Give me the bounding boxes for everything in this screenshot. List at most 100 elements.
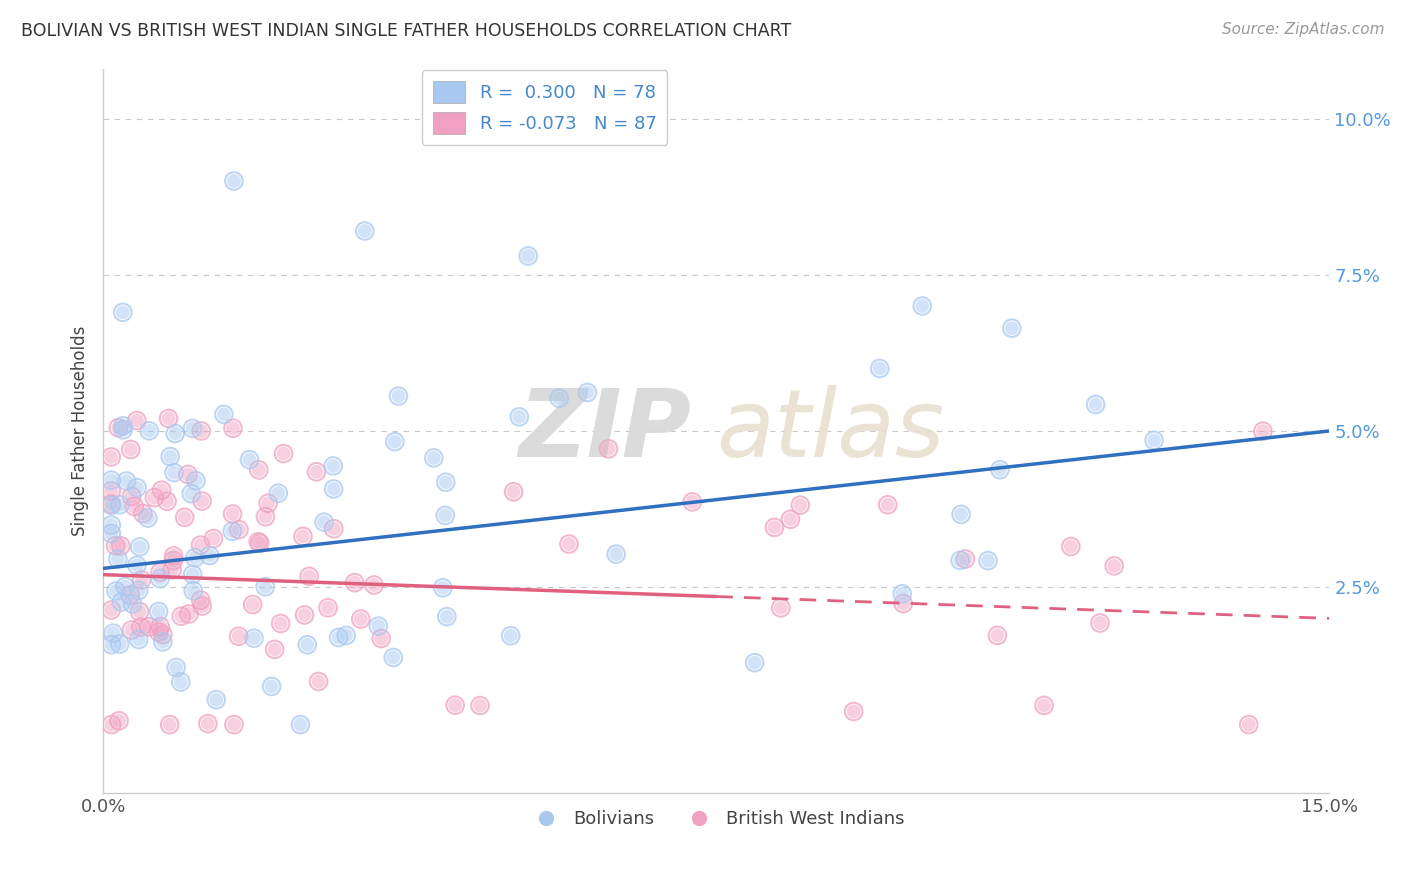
Point bbox=[891, 597, 914, 611]
Point bbox=[103, 626, 125, 640]
Point bbox=[190, 593, 212, 607]
Point bbox=[955, 552, 977, 566]
Point bbox=[869, 361, 891, 376]
Point bbox=[143, 491, 166, 505]
Point bbox=[125, 481, 148, 495]
Point bbox=[436, 609, 458, 624]
Point bbox=[222, 421, 245, 435]
Point bbox=[322, 482, 344, 496]
Text: ZIP: ZIP bbox=[519, 385, 692, 477]
Point bbox=[247, 463, 270, 477]
Point bbox=[228, 523, 250, 537]
Point bbox=[221, 507, 243, 521]
Point bbox=[891, 587, 914, 601]
Point bbox=[222, 717, 245, 731]
Point bbox=[149, 619, 172, 633]
Point bbox=[100, 518, 122, 533]
Point bbox=[131, 573, 153, 587]
Point bbox=[100, 450, 122, 464]
Point bbox=[159, 717, 181, 731]
Point bbox=[517, 249, 540, 263]
Point bbox=[876, 498, 898, 512]
Point bbox=[152, 627, 174, 641]
Point bbox=[1060, 540, 1083, 554]
Point bbox=[149, 619, 172, 633]
Point bbox=[108, 498, 131, 512]
Point bbox=[499, 629, 522, 643]
Point bbox=[124, 500, 146, 514]
Point bbox=[291, 529, 314, 543]
Point bbox=[120, 442, 142, 457]
Point bbox=[180, 486, 202, 500]
Point bbox=[249, 536, 271, 550]
Point bbox=[291, 529, 314, 543]
Point bbox=[222, 717, 245, 731]
Point bbox=[128, 632, 150, 647]
Text: atlas: atlas bbox=[716, 385, 945, 476]
Point bbox=[387, 389, 409, 403]
Point bbox=[1060, 540, 1083, 554]
Point bbox=[789, 498, 811, 512]
Point bbox=[432, 581, 454, 595]
Point bbox=[181, 567, 204, 582]
Point bbox=[100, 526, 122, 541]
Point bbox=[159, 450, 181, 464]
Point bbox=[156, 494, 179, 508]
Point bbox=[100, 603, 122, 617]
Point bbox=[353, 224, 375, 238]
Point bbox=[108, 498, 131, 512]
Point bbox=[955, 552, 977, 566]
Point bbox=[202, 532, 225, 546]
Point bbox=[387, 389, 409, 403]
Point bbox=[1102, 558, 1125, 573]
Point bbox=[170, 609, 193, 624]
Point bbox=[157, 411, 180, 425]
Point bbox=[128, 605, 150, 619]
Point bbox=[350, 612, 373, 626]
Point bbox=[138, 424, 160, 438]
Point bbox=[138, 620, 160, 634]
Point bbox=[198, 549, 221, 563]
Point bbox=[298, 569, 321, 583]
Point bbox=[243, 631, 266, 645]
Point bbox=[744, 656, 766, 670]
Point bbox=[190, 424, 212, 438]
Point bbox=[107, 420, 129, 434]
Point bbox=[312, 515, 335, 529]
Point bbox=[150, 483, 173, 498]
Point bbox=[977, 554, 1000, 568]
Point bbox=[744, 656, 766, 670]
Point bbox=[190, 593, 212, 607]
Point bbox=[988, 463, 1011, 477]
Point bbox=[434, 508, 457, 523]
Point bbox=[170, 609, 193, 624]
Point bbox=[100, 473, 122, 487]
Point bbox=[876, 498, 898, 512]
Point bbox=[107, 420, 129, 434]
Point bbox=[423, 450, 446, 465]
Point bbox=[1033, 698, 1056, 713]
Point bbox=[842, 705, 865, 719]
Point bbox=[128, 632, 150, 647]
Point bbox=[558, 537, 581, 551]
Point bbox=[249, 536, 271, 550]
Point bbox=[173, 510, 195, 524]
Point bbox=[104, 539, 127, 553]
Point bbox=[160, 563, 183, 577]
Point bbox=[107, 552, 129, 566]
Point bbox=[107, 552, 129, 566]
Legend: Bolivians, British West Indians: Bolivians, British West Indians bbox=[520, 803, 912, 835]
Point bbox=[191, 599, 214, 613]
Point bbox=[100, 497, 122, 511]
Point bbox=[869, 361, 891, 376]
Point bbox=[370, 632, 392, 646]
Point bbox=[911, 299, 934, 313]
Point bbox=[273, 446, 295, 460]
Point bbox=[257, 496, 280, 510]
Point bbox=[148, 625, 170, 640]
Point bbox=[108, 714, 131, 728]
Point bbox=[143, 491, 166, 505]
Point bbox=[1033, 698, 1056, 713]
Point bbox=[911, 299, 934, 313]
Point bbox=[129, 620, 152, 634]
